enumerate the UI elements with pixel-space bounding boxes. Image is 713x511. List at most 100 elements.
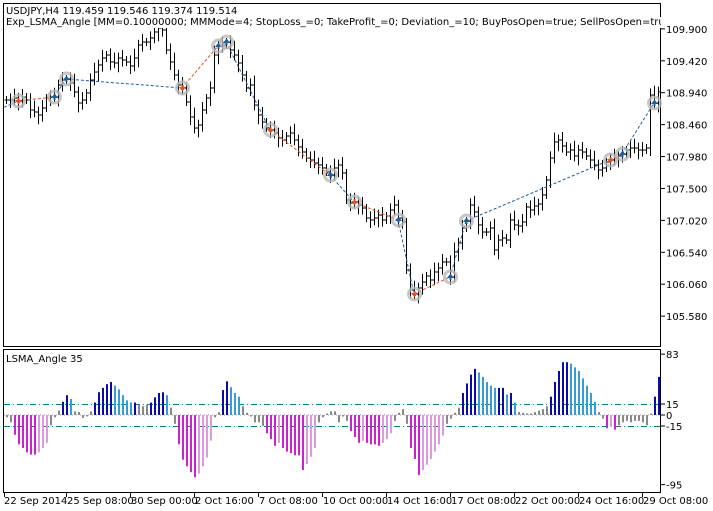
price-bar [172, 52, 177, 81]
histogram-bar [70, 398, 72, 415]
sell-signal [407, 286, 422, 302]
price-bar [564, 141, 569, 157]
price-bar [556, 134, 561, 152]
histogram-bar [350, 415, 352, 432]
histogram-bar [430, 415, 432, 459]
signal-ring [615, 146, 630, 162]
histogram-bar [554, 382, 556, 415]
histogram-bar [506, 394, 508, 415]
price-bar [340, 157, 345, 180]
price-bar [568, 143, 573, 160]
trade-line [269, 129, 331, 176]
histogram-bar [134, 402, 136, 415]
histogram-bar [482, 376, 484, 415]
sell-signal [603, 152, 618, 168]
histogram-bar [126, 400, 128, 415]
sell-signal [175, 80, 190, 96]
price-bar [472, 195, 477, 218]
time-label: 14 Oct 16:00 [387, 496, 452, 507]
price-bar [524, 203, 529, 226]
arrow-stem [413, 290, 416, 294]
histogram-bar [646, 415, 648, 426]
histogram-bar [54, 415, 56, 418]
histogram-bar [86, 415, 88, 417]
histogram-bar [294, 415, 296, 456]
indicator-label: 83 [666, 350, 679, 361]
histogram-bar [450, 415, 452, 419]
buy-signal [459, 213, 474, 229]
histogram-bar [310, 415, 312, 457]
time-label: 22 Sep 2014 [4, 496, 67, 507]
histogram-bar [266, 415, 268, 434]
histogram-bar [462, 393, 464, 415]
histogram-bar [262, 415, 264, 426]
histogram-bar [354, 415, 356, 437]
price-bar [292, 123, 297, 146]
price-bar [548, 151, 553, 188]
arrow-stem [17, 98, 20, 102]
time-label: 22 Oct 00:00 [515, 496, 580, 507]
price-bar [368, 211, 373, 228]
price-bar [108, 48, 113, 70]
price-bar [188, 95, 193, 125]
time-label: 7 Oct 08:00 [259, 496, 318, 507]
price-bar [500, 230, 505, 247]
price-bar [40, 100, 45, 122]
expert-params: Exp_LSMA_Angle [MM=0.10000000; MMMode=4;… [6, 17, 661, 28]
histogram-bar [478, 372, 480, 415]
arrow-up-icon [447, 273, 454, 278]
arrow-stem [465, 220, 468, 224]
histogram-bar [498, 387, 500, 415]
histogram-bar [538, 410, 540, 415]
histogram-bar [46, 415, 48, 443]
signal-ring [47, 89, 62, 105]
histogram-bar [198, 415, 200, 474]
price-bar [4, 96, 9, 105]
histogram-bar [490, 385, 492, 415]
price-bar [312, 150, 317, 169]
price-bar [428, 269, 433, 288]
histogram-bar [330, 411, 332, 415]
histogram-bar [414, 415, 416, 459]
histogram-bar [386, 415, 388, 440]
trade-line [3, 100, 19, 108]
arrow-down-icon [179, 86, 186, 92]
histogram-bar [166, 395, 168, 415]
price-bar [516, 219, 521, 236]
histogram-bar [402, 409, 404, 415]
histogram-bar [230, 387, 232, 415]
histogram-bar [514, 402, 516, 415]
histogram-bar [630, 415, 632, 423]
price-bar [88, 73, 93, 101]
price-bar [80, 92, 85, 110]
histogram-bar [74, 411, 76, 415]
arrow-up-icon [651, 99, 658, 105]
price-bar [296, 134, 301, 157]
price-bar [496, 234, 501, 260]
indicator-label: 15 [666, 400, 679, 411]
histogram-bar [98, 392, 100, 415]
price-bar [588, 149, 593, 168]
price-bar [372, 208, 377, 226]
price-bar [480, 216, 485, 239]
histogram-bar [150, 402, 152, 415]
price-bar [136, 39, 141, 68]
histogram-bar [246, 412, 248, 415]
price-bar [476, 206, 481, 235]
price-bar [196, 119, 201, 138]
price-bar [644, 144, 649, 155]
histogram-bar [370, 415, 372, 445]
histogram-bar [50, 415, 52, 426]
price-bar [252, 75, 257, 111]
histogram-bar [542, 409, 544, 415]
price-bar [560, 132, 565, 153]
histogram-bar [566, 362, 568, 415]
histogram-bar [366, 415, 368, 443]
price-bar [424, 271, 429, 287]
price-bar [520, 213, 525, 233]
histogram-bar [562, 362, 564, 415]
arrow-down-icon [15, 100, 22, 105]
histogram-bar [606, 415, 608, 429]
histogram-bar [390, 415, 392, 434]
histogram-bar [638, 415, 640, 421]
